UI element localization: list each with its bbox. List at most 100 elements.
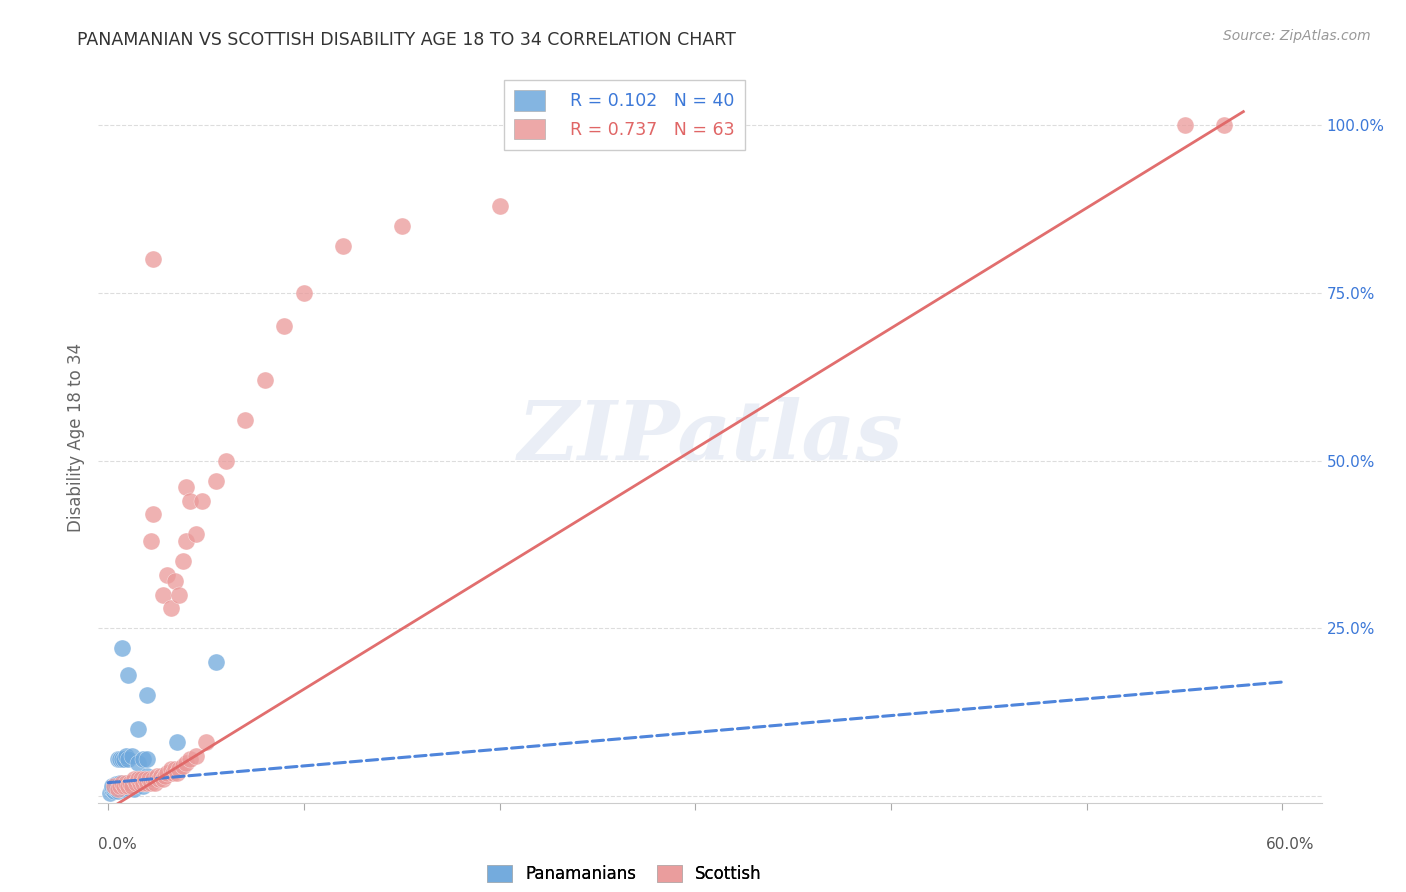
Point <box>488 198 510 212</box>
Point <box>332 239 354 253</box>
Point <box>179 493 201 508</box>
Point <box>112 779 135 793</box>
Point <box>176 534 198 549</box>
Point <box>112 782 135 797</box>
Point <box>103 779 125 793</box>
Point <box>162 765 184 780</box>
Point <box>111 775 134 789</box>
Point <box>111 780 134 795</box>
Point <box>166 765 188 780</box>
Point <box>1212 118 1234 132</box>
Point <box>172 554 194 568</box>
Point <box>121 748 143 763</box>
Point <box>121 779 143 793</box>
Point <box>128 775 150 789</box>
Point <box>118 775 141 789</box>
Point <box>127 756 149 770</box>
Point <box>108 782 131 797</box>
Point <box>132 752 155 766</box>
Point <box>134 772 156 787</box>
Point <box>195 735 218 749</box>
Point <box>127 772 149 787</box>
Point <box>136 689 159 703</box>
Point <box>273 319 295 334</box>
Point <box>107 783 129 797</box>
Point <box>586 118 609 132</box>
Point <box>156 567 179 582</box>
Point <box>141 534 163 549</box>
Point <box>105 777 128 791</box>
Point <box>141 772 163 787</box>
Point <box>391 219 413 233</box>
Point <box>127 772 149 787</box>
Point <box>132 779 155 793</box>
Point <box>127 722 149 736</box>
Text: 0.0%: 0.0% <box>98 838 138 852</box>
Point <box>121 779 143 793</box>
Point <box>117 775 139 789</box>
Point <box>108 752 131 766</box>
Point <box>107 779 129 793</box>
Point <box>114 775 136 789</box>
Point <box>136 769 159 783</box>
Point <box>160 601 183 615</box>
Point <box>138 772 160 787</box>
Point <box>136 752 159 766</box>
Point <box>163 574 186 589</box>
Point <box>166 735 188 749</box>
Point <box>142 508 165 522</box>
Point <box>131 772 153 787</box>
Point <box>205 655 228 669</box>
Point <box>214 453 236 467</box>
Point <box>142 772 165 787</box>
Point <box>111 641 134 656</box>
Point <box>117 779 139 793</box>
Point <box>101 782 124 797</box>
Point <box>98 786 121 800</box>
Point <box>191 493 214 508</box>
Point <box>148 772 170 787</box>
Point <box>150 769 173 783</box>
Point <box>163 762 186 776</box>
Point <box>103 780 125 795</box>
Point <box>142 252 165 267</box>
Point <box>122 772 145 787</box>
Legend: Panamanians, Scottish: Panamanians, Scottish <box>481 858 768 889</box>
Point <box>128 775 150 789</box>
Text: 60.0%: 60.0% <box>1267 838 1315 852</box>
Point <box>124 775 146 789</box>
Point <box>143 775 166 789</box>
Point <box>167 762 190 776</box>
Point <box>108 779 131 793</box>
Text: ZIPatlas: ZIPatlas <box>517 397 903 477</box>
Point <box>107 752 129 766</box>
Text: Source: ZipAtlas.com: Source: ZipAtlas.com <box>1223 29 1371 43</box>
Point <box>114 748 136 763</box>
Point <box>105 782 128 797</box>
Point <box>172 759 194 773</box>
Point <box>176 480 198 494</box>
Point <box>101 779 124 793</box>
Point <box>186 748 208 763</box>
Text: PANAMANIAN VS SCOTTISH DISABILITY AGE 18 TO 34 CORRELATION CHART: PANAMANIAN VS SCOTTISH DISABILITY AGE 18… <box>77 31 737 49</box>
Point <box>117 668 139 682</box>
Point <box>152 588 174 602</box>
Point <box>136 775 159 789</box>
Point <box>1174 118 1197 132</box>
Point <box>117 780 139 795</box>
Point <box>111 752 134 766</box>
Point <box>112 752 135 766</box>
Point <box>253 373 276 387</box>
Y-axis label: Disability Age 18 to 34: Disability Age 18 to 34 <box>66 343 84 532</box>
Point <box>156 765 179 780</box>
Point <box>114 779 136 793</box>
Point <box>103 783 125 797</box>
Point <box>107 782 129 797</box>
Point <box>117 752 139 766</box>
Point <box>108 775 131 789</box>
Point <box>134 775 156 789</box>
Point <box>153 769 176 783</box>
Point <box>152 772 174 787</box>
Point <box>141 775 163 789</box>
Point <box>179 752 201 766</box>
